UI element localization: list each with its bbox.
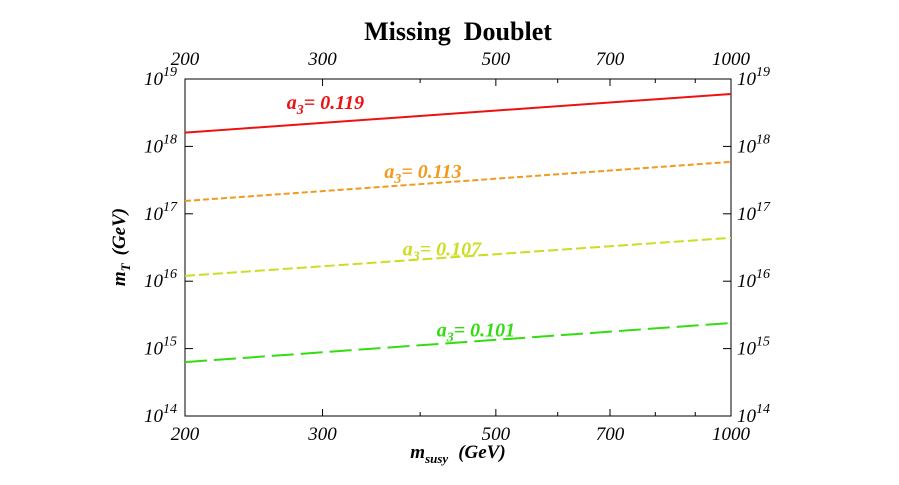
series-label-prefix: a [437,320,447,342]
x-tick-label-top: 1000 [712,49,751,70]
y-tick-label-left: 1019 [144,65,177,90]
series-label-prefix: a [287,92,297,114]
y-tick-base: 10 [144,339,164,360]
series-label-value: = 0.119 [304,92,364,114]
y-tick-label-right: 1018 [737,132,770,157]
y-tick-label-left: 1018 [144,132,177,157]
y-tick-label-left: 1015 [144,335,177,360]
y-tick-label-left: 1017 [144,200,178,225]
y-tick-base: 10 [737,339,757,360]
y-tick-exp: 16 [163,267,177,282]
x-tick-label-bottom: 300 [307,424,337,445]
x-axis-label-sub: susy [424,451,448,466]
x-tick-label-bottom: 700 [596,424,625,445]
series-line-2 [184,236,732,277]
y-tick-label-left: 1016 [144,267,177,292]
y-tick-base: 10 [144,204,164,225]
y-tick-exp: 16 [756,267,770,282]
series-label-sub: 3 [412,250,420,265]
x-axis-label-unit: (GeV) [458,442,505,463]
y-axis-label-sub: T [118,262,133,271]
series-line-1 [184,160,732,202]
series-line-3 [184,321,732,364]
y-tick-base: 10 [737,204,757,225]
series-label-value: = 0.113 [401,161,461,183]
x-tick-label-top: 200 [171,49,200,70]
y-tick-exp: 15 [163,335,177,350]
y-tick-label-right: 1017 [737,200,771,225]
y-tick-base: 10 [144,406,164,427]
x-axis-label: msusy (GeV) [410,442,505,466]
series-layer [184,92,732,364]
series-label-value: = 0.107 [420,239,482,261]
plot-frame [184,78,732,417]
series-label-2: a3= 0.107 [403,239,482,265]
series-label-1: a3= 0.113 [384,161,461,187]
y-axis-label-unit: (GeV) [109,208,130,255]
x-tick-label-bottom: 200 [171,424,200,445]
series-label-prefix: a [403,239,413,261]
y-tick-label-right: 1015 [737,335,770,360]
series-label-3: a3= 0.101 [437,320,515,346]
series-label-prefix: a [384,161,394,183]
y-axis-label-main: m [109,271,130,286]
y-tick-label-right: 1016 [737,267,770,292]
y-tick-base: 10 [737,406,757,427]
y-tick-base: 10 [737,69,757,90]
y-tick-exp: 18 [163,132,177,147]
x-tick-label-top: 300 [307,49,337,70]
y-tick-base: 10 [144,271,164,292]
series-line-0 [184,92,732,134]
y-tick-exp: 17 [163,200,178,215]
x-tick-label-bottom: 500 [482,424,511,445]
y-tick-exp: 14 [756,402,770,417]
chart-title: Missing Doublet [364,17,552,46]
series-label-sub: 3 [296,103,304,118]
y-tick-label-right: 1019 [737,65,770,90]
y-tick-base: 10 [144,69,164,90]
series-label-sub: 3 [393,172,401,187]
y-tick-label-left: 1014 [144,402,177,427]
y-tick-exp: 19 [756,65,770,80]
x-tick-label-top: 500 [482,49,511,70]
y-tick-base: 10 [737,271,757,292]
x-tick-label-bottom: 1000 [712,424,751,445]
y-tick-label-right: 1014 [737,402,770,427]
y-tick-base: 10 [737,136,757,157]
y-tick-exp: 19 [163,65,177,80]
series-label-0: a3= 0.119 [287,92,364,118]
x-tick-label-top: 700 [596,49,625,70]
series-label-sub: 3 [446,331,454,346]
series-label-value: = 0.101 [454,320,515,342]
y-tick-exp: 17 [756,200,771,215]
y-axis-label: mT (GeV) [109,208,133,286]
y-tick-exp: 14 [163,402,177,417]
y-tick-exp: 18 [756,132,770,147]
x-axis-label-main: m [410,442,425,463]
y-tick-exp: 15 [756,335,770,350]
y-tick-base: 10 [144,136,164,157]
